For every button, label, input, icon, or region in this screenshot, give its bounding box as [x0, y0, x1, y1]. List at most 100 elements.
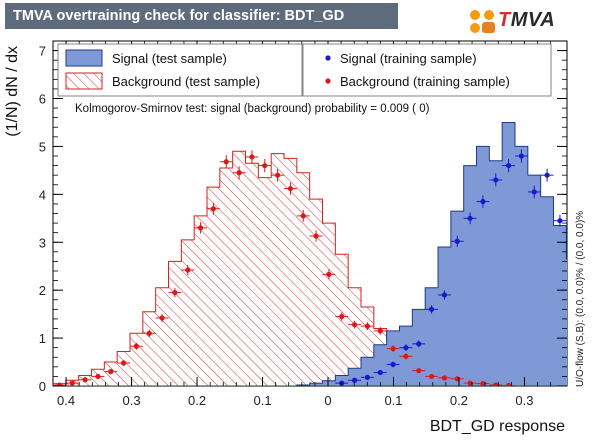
signal-train-marker	[454, 238, 460, 244]
signal-train-marker	[467, 215, 473, 221]
background-train-marker	[428, 373, 435, 380]
background-train-point	[194, 222, 208, 234]
signal-train-marker	[416, 341, 422, 347]
signal-train-point	[348, 377, 362, 383]
background-train-marker	[377, 328, 383, 334]
background-train-point	[104, 369, 118, 375]
signal-train-marker	[428, 306, 435, 312]
signal-train-marker	[493, 177, 499, 183]
background-train-point	[399, 353, 413, 360]
axes: 0.4 0.3 0.2 0.1 0 0.1 0.2 0.3 0 1 2 3 4 5 6 7	[39, 41, 567, 408]
background-train-point	[232, 166, 246, 180]
background-train-marker	[274, 172, 281, 178]
legend: Signal (test sample) Background (test sa…	[57, 43, 552, 97]
background-train-marker	[300, 213, 306, 219]
background-train-marker	[313, 233, 319, 239]
background-train-marker	[120, 360, 127, 366]
background-train-point	[258, 158, 272, 173]
signal-train-point	[450, 235, 464, 247]
y-tick-label: 3	[39, 235, 46, 250]
background-train-marker	[287, 185, 294, 192]
background-train-marker	[223, 159, 229, 165]
background-train-point	[168, 287, 182, 298]
background-train-point	[463, 380, 477, 386]
background-train-point	[309, 230, 323, 242]
legend-signal-test-swatch	[65, 49, 103, 67]
signal-train-point	[438, 290, 451, 300]
background-train-marker	[416, 368, 422, 374]
background-train-point	[322, 269, 336, 280]
x-tick-label: 0	[324, 393, 331, 408]
y-axis-title: (1/N) dN / dx	[4, 46, 21, 137]
background-train-marker	[56, 382, 63, 386]
background-train-point	[438, 375, 451, 381]
signal-train-marker	[339, 380, 345, 386]
background-train-point	[373, 327, 387, 335]
background-train-point	[65, 380, 79, 386]
signal-train-point	[502, 158, 516, 173]
background-train-marker	[159, 315, 165, 321]
x-tick-label: 0.3	[515, 393, 533, 408]
background-test-histogram	[53, 150, 567, 386]
background-train-point	[142, 329, 156, 338]
background-train-point	[348, 320, 362, 329]
y-tick-label: 2	[39, 283, 46, 298]
background-train-marker	[197, 225, 204, 231]
background-train-marker	[249, 154, 255, 160]
signal-train-point	[373, 369, 387, 376]
legend-background-train: Background (training sample)	[340, 74, 510, 89]
legend-background-train-marker	[325, 78, 331, 84]
background-train-point	[361, 322, 374, 331]
background-train-point	[502, 382, 516, 386]
background-train-marker	[185, 267, 191, 273]
signal-histogram	[53, 121, 567, 386]
overflow-text: U/O-flow (S,B): (0.0, 0.0)% / (0.0, 0.0)…	[575, 211, 586, 387]
signal-train-marker	[403, 345, 409, 351]
signal-train-marker	[518, 153, 525, 159]
background-train-point	[155, 313, 169, 323]
ks-test-text: Kolmogorov-Smirnov test: signal (backgro…	[75, 103, 430, 115]
background-train-marker	[236, 170, 242, 176]
x-tick-label: 0.2	[450, 393, 468, 408]
signal-train-marker	[441, 292, 448, 298]
background-train-point	[207, 202, 220, 215]
background-train-marker	[364, 323, 371, 329]
signal-train-point	[515, 149, 528, 163]
background-train-point	[271, 168, 285, 182]
background-train-point	[181, 264, 195, 276]
signal-train-marker	[480, 198, 486, 205]
background-train-marker	[480, 381, 486, 386]
background-train-point	[130, 342, 143, 350]
background-train-point	[425, 373, 439, 380]
x-tick-label: 0.4	[57, 393, 75, 408]
background-train-point	[245, 150, 259, 164]
background-train-marker	[467, 380, 473, 386]
signal-train-point	[335, 380, 349, 386]
signal-train-point	[399, 344, 413, 351]
legend-box-right	[302, 43, 552, 97]
chart-title: TMVA overtraining check for classifier: …	[13, 8, 345, 24]
background-train-point	[296, 209, 310, 222]
background-train-point	[489, 382, 503, 386]
logo-text: TMVA	[498, 9, 556, 31]
background-train-marker	[108, 369, 114, 375]
background-train-point	[386, 345, 400, 352]
y-tick-label: 1	[39, 331, 46, 346]
background-train-point	[284, 182, 297, 195]
x-tick-label: 0.3	[123, 393, 141, 408]
legend-background-test-swatch	[65, 72, 103, 90]
background-train-marker	[493, 382, 499, 386]
logo-dots	[470, 10, 496, 34]
signal-train-marker	[544, 172, 550, 178]
background-train-point	[476, 381, 490, 386]
signal-train-marker	[364, 374, 371, 380]
signal-train-marker	[557, 218, 563, 224]
legend-signal-test: Signal (test sample)	[112, 51, 227, 66]
x-tick-label: 0.1	[384, 393, 402, 408]
background-train-marker	[351, 322, 358, 328]
background-train-point	[412, 368, 426, 374]
signal-train-point	[476, 195, 490, 208]
background-train-marker	[505, 382, 512, 386]
background-train-marker	[326, 271, 332, 277]
signal-train-point	[386, 361, 400, 368]
